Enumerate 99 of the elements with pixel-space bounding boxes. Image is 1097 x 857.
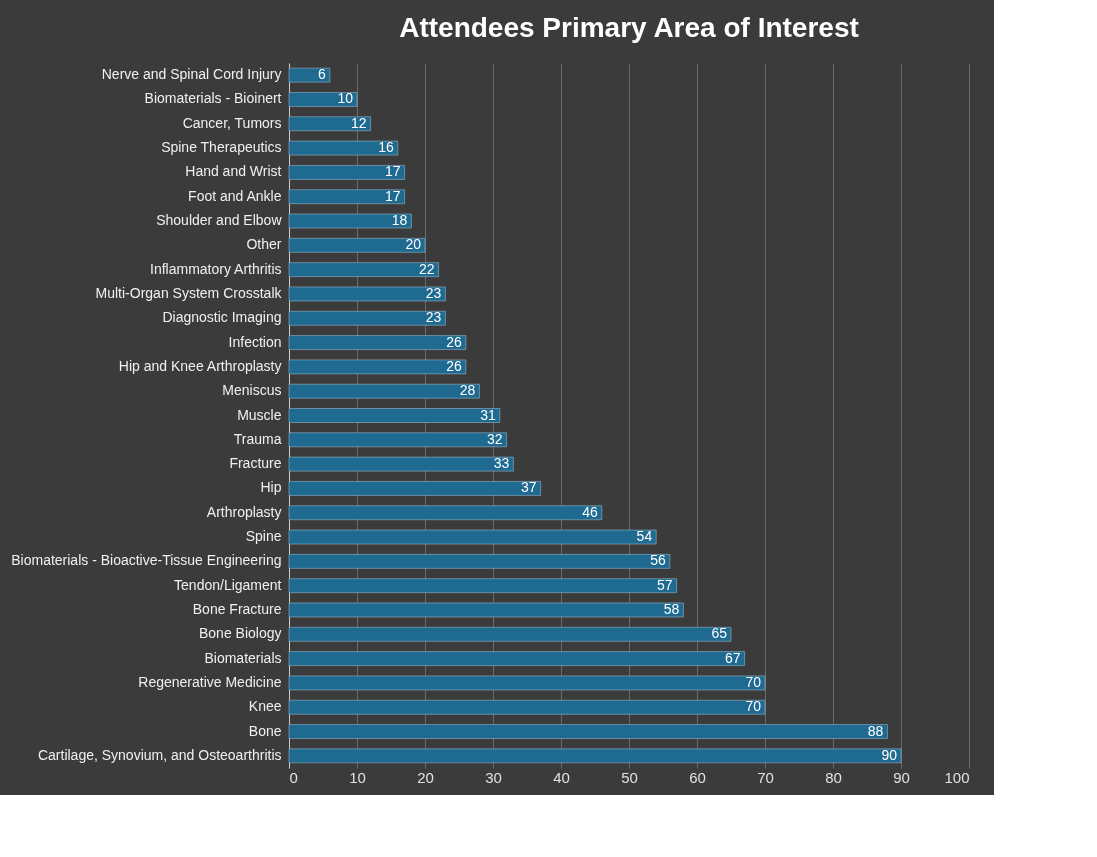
bar (288, 748, 902, 764)
bar (288, 140, 399, 156)
data-label: 70 (745, 698, 762, 715)
y-tick-label: Arthroplasty (206, 503, 282, 520)
x-tick-label: 100 (944, 768, 970, 786)
bar (288, 238, 426, 253)
y-tick-label: Bone (248, 722, 282, 739)
x-tick-label: 30 (485, 768, 502, 786)
x-tick-label: 40 (553, 768, 570, 786)
y-tick-label: Hip (260, 479, 282, 496)
x-tick-label: 50 (621, 768, 638, 786)
y-tick-label: Foot and Ankle (188, 187, 282, 204)
data-label: 23 (425, 284, 442, 301)
bar (288, 627, 732, 642)
y-tick-label: Hand and Wrist (185, 163, 282, 180)
x-tick-label: 70 (757, 768, 774, 786)
y-tick-label: Muscle (237, 406, 282, 423)
y-tick-label: Shoulder and Elbow (156, 212, 283, 229)
data-label: 10 (337, 90, 354, 107)
y-tick-label: Trauma (233, 430, 282, 447)
y-tick-label: Knee (248, 698, 282, 715)
bar (288, 335, 467, 350)
data-label: 65 (711, 625, 728, 642)
data-label: 26 (446, 357, 463, 374)
data-label: 22 (419, 260, 435, 277)
y-tick-label: Infection (228, 333, 282, 350)
data-label: 56 (650, 552, 667, 569)
bar (288, 699, 766, 715)
data-label: 33 (493, 455, 510, 472)
y-tick-label: Biomaterials (204, 649, 282, 666)
y-tick-label: Multi-Organ System Crosstalk (95, 284, 283, 301)
x-tick-label: 20 (417, 768, 434, 786)
y-tick-label: Biomaterials - Bioinert (144, 90, 282, 107)
bar (288, 67, 331, 83)
y-tick-label: Meniscus (222, 382, 282, 399)
bar (288, 505, 603, 520)
data-label: 17 (385, 163, 401, 180)
bar (288, 578, 677, 593)
data-label: 23 (425, 309, 442, 326)
data-label: 26 (446, 333, 463, 350)
y-tick-label: Bone Fracture (192, 600, 282, 617)
y-tick-label: Nerve and Spinal Cord Injury (101, 66, 282, 83)
data-label: 58 (663, 600, 680, 617)
data-label: 31 (480, 406, 497, 423)
data-label: 6 (318, 66, 326, 83)
bar (288, 92, 358, 107)
y-tick-label: Other (246, 236, 282, 253)
data-label: 37 (521, 479, 537, 496)
bar (288, 675, 766, 691)
data-label: 20 (405, 236, 422, 253)
bar (288, 311, 446, 326)
bar (288, 456, 514, 472)
data-label: 90 (881, 746, 898, 763)
y-tick-label: Bone Biology (198, 625, 282, 642)
data-label: 17 (385, 187, 401, 204)
x-tick-label: 0 (289, 768, 298, 786)
y-tick-label: Spine Therapeutics (161, 139, 282, 156)
x-tick-label: 10 (349, 768, 366, 786)
bar (288, 213, 412, 229)
bar (288, 165, 405, 180)
y-tick-label: Hip and Knee Arthroplasty (118, 357, 282, 374)
data-label: 70 (745, 673, 762, 690)
bar (288, 116, 371, 132)
y-tick-label: Regenerative Medicine (138, 673, 282, 690)
data-label: 57 (657, 576, 673, 593)
data-label: 46 (582, 503, 599, 520)
bar (288, 651, 745, 666)
y-tick-label: Diagnostic Imaging (162, 309, 282, 326)
y-tick-label: Inflammatory Arthritis (150, 260, 282, 277)
bar (288, 262, 439, 277)
bar (288, 554, 671, 569)
y-tick-label: Fracture (229, 455, 282, 472)
y-tick-label: Cartilage, Synovium, and Osteoarthritis (37, 746, 282, 763)
bar (288, 724, 888, 739)
bar (288, 529, 657, 545)
data-label: 12 (351, 114, 367, 131)
bar (288, 432, 507, 448)
data-label: 18 (391, 212, 408, 229)
x-tick-label: 80 (825, 768, 842, 786)
bar (288, 383, 480, 399)
y-tick-label: Biomaterials - Bioactive-Tissue Engineering (11, 552, 282, 569)
chart-title: Attendees Primary Area of Interest (399, 12, 859, 43)
data-label: 88 (867, 722, 884, 739)
bar (288, 189, 405, 204)
bar (288, 359, 467, 375)
y-tick-label: Spine (245, 528, 282, 545)
bar (288, 408, 501, 423)
y-tick-label: Tendon/Ligament (174, 576, 282, 593)
x-tick-label: 60 (689, 768, 706, 786)
data-label: 54 (636, 528, 653, 545)
bar (288, 286, 446, 302)
x-tick-label: 90 (893, 768, 910, 786)
data-label: 28 (459, 382, 476, 399)
data-label: 32 (487, 430, 503, 447)
bar (288, 481, 541, 496)
data-label: 16 (378, 139, 395, 156)
data-label: 67 (725, 649, 741, 666)
y-tick-label: Cancer, Tumors (182, 114, 282, 131)
bar (288, 602, 684, 618)
